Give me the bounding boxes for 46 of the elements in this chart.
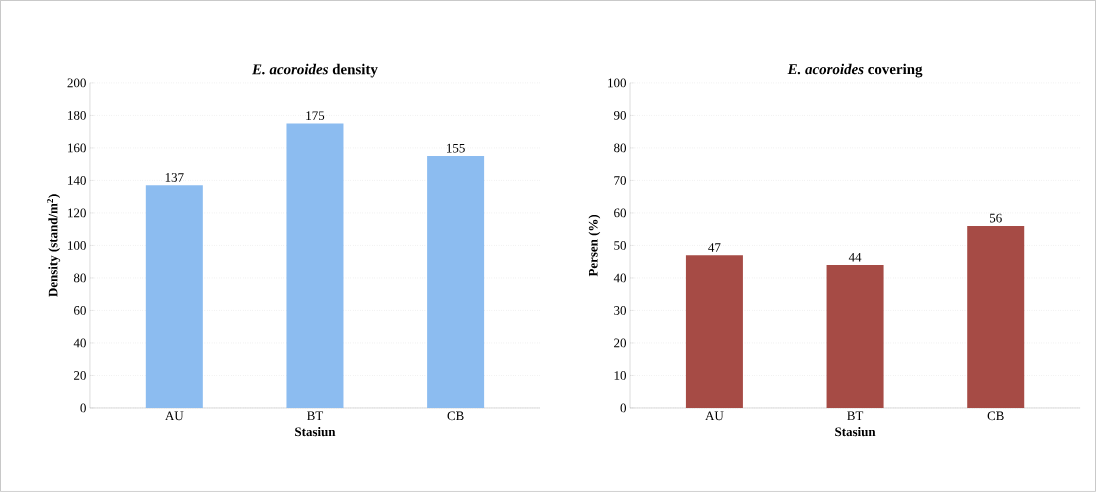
y-tick-label: 0: [620, 403, 627, 413]
y-tick-label: 80: [73, 273, 86, 283]
y-tick-label: 20: [614, 338, 627, 348]
x-tick-label: CB: [447, 411, 464, 421]
y-tick-label: 200: [67, 78, 86, 88]
data-label: 56: [989, 213, 1002, 223]
x-tick-label: AU: [705, 411, 724, 421]
bar: [427, 156, 485, 409]
bar: [685, 255, 743, 409]
data-label: 47: [708, 243, 721, 252]
y-tick-label: 50: [614, 241, 627, 250]
chart-title: E. acoroides covering: [787, 63, 923, 78]
y-tick-label: 60: [74, 306, 86, 315]
data-label: 44: [848, 252, 862, 262]
y-tick-label: 160: [68, 143, 86, 153]
chart-title: E. acoroides density: [251, 63, 378, 78]
bar: [826, 264, 884, 409]
x-tick-label: CB: [987, 411, 1004, 421]
y-tick-label: 0: [80, 403, 86, 413]
y-tick-label: 120: [68, 208, 86, 218]
y-tick-label: 80: [614, 143, 627, 153]
data-label: 155: [447, 143, 465, 153]
bar: [967, 225, 1025, 409]
y-axis-title: Persen (%): [588, 214, 601, 277]
x-tick-label: BT: [307, 411, 324, 421]
y-tick-label: 90: [613, 111, 627, 120]
x-tick-label: BT: [847, 411, 864, 421]
y-tick-label: 30: [614, 306, 627, 315]
bar: [145, 185, 203, 409]
y-tick-label: 40: [613, 273, 627, 283]
y-tick-label: 100: [608, 78, 627, 88]
bar: [286, 123, 344, 409]
y-tick-label: 40: [73, 338, 86, 348]
y-axis-title: Density (stand/m$^{2}$): [47, 194, 61, 297]
y-tick-label: 180: [68, 111, 86, 120]
y-tick-label: 10: [614, 371, 627, 380]
x-axis-title: Stasiun: [835, 427, 876, 437]
y-tick-label: 60: [614, 208, 627, 218]
x-axis-title: Stasiun: [295, 427, 336, 437]
y-tick-label: 20: [74, 371, 86, 380]
x-tick-label: AU: [165, 411, 184, 421]
data-label: 175: [306, 111, 325, 121]
y-tick-label: 70: [614, 176, 627, 185]
y-tick-label: 100: [68, 241, 86, 250]
y-tick-label: 140: [68, 176, 86, 185]
data-label: 137: [165, 173, 184, 182]
